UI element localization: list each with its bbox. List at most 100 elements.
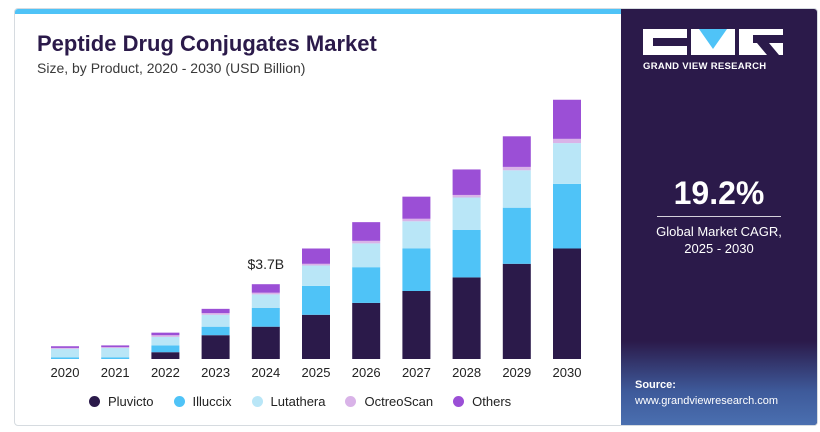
chart-card: Peptide Drug Conjugates Market Size, by … — [14, 8, 818, 426]
bar-illuccix-2028 — [452, 229, 481, 278]
brand-logo: GRAND VIEW RESEARCH — [643, 29, 793, 72]
x-tick-label-2025: 2025 — [302, 365, 331, 380]
bar-illuccix-2030 — [553, 183, 581, 249]
logo-mark-left — [643, 29, 687, 55]
bar-lutathera-2020 — [51, 348, 79, 358]
bar-illuccix-2024 — [251, 308, 280, 327]
bar-others-2029 — [502, 136, 531, 167]
bar-lutathera-2029 — [502, 170, 531, 208]
legend-label-octreoscan: OctreoScan — [364, 394, 434, 409]
x-tick-label-2029: 2029 — [502, 365, 531, 380]
accent-bar — [15, 9, 621, 14]
data-label-2024: $3.7B — [248, 256, 285, 272]
cagr-value: 19.2% — [673, 175, 765, 211]
bar-pluvicto-2024 — [251, 326, 280, 359]
bar-others-2027 — [402, 196, 431, 219]
bar-illuccix-2022 — [151, 345, 180, 353]
bar-lutathera-2027 — [402, 221, 431, 249]
source-url: www.grandviewresearch.com — [635, 395, 779, 407]
bar-pluvicto-2022 — [151, 352, 180, 359]
bar-chart: 2020 2021 2022 2023 2024 $3.7B 2025 2026 2027 202… — [51, 99, 582, 380]
bar-others-2028 — [452, 169, 481, 195]
legend-item-lutathera: Lutathera — [251, 394, 326, 409]
chart-subtitle: Size, by Product, 2020 - 2030 (USD Billi… — [37, 60, 306, 76]
cagr-divider — [657, 216, 781, 217]
bar-others-2022 — [151, 332, 180, 336]
legend-item-octreoscan: OctreoScan — [345, 394, 433, 409]
bar-pluvicto-2029 — [502, 263, 531, 359]
legend-item-illuccix: Illuccix — [173, 394, 232, 409]
bar-lutathera-2028 — [452, 197, 481, 230]
bar-others-2026 — [352, 222, 381, 241]
bar-octreoscan-2023 — [201, 313, 230, 315]
bar-illuccix-2029 — [502, 207, 531, 264]
x-tick-label-2030: 2030 — [553, 365, 582, 380]
source-block: Source: www.grandviewresearch.com — [635, 377, 778, 409]
bar-lutathera-2022 — [151, 336, 180, 346]
bar-others-2023 — [201, 308, 230, 314]
bar-pluvicto-2028 — [452, 277, 481, 359]
legend-item-others: Others — [453, 394, 511, 409]
legend-swatch-others — [453, 396, 465, 407]
legend-swatch-octreoscan — [345, 396, 357, 407]
bar-octreoscan-2024 — [251, 292, 280, 295]
bar-octreoscan-2021 — [101, 347, 130, 348]
bar-lutathera-2030 — [553, 143, 581, 184]
legend-label-illuccix: Illuccix — [192, 394, 232, 409]
bar-pluvicto-2027 — [402, 291, 431, 359]
x-tick-label-2024: 2024 — [251, 365, 280, 380]
logo-mark-right — [739, 29, 783, 55]
x-tick-label-2020: 2020 — [51, 365, 80, 380]
legend-swatch-lutathera — [251, 396, 263, 407]
x-tick-label-2022: 2022 — [151, 365, 180, 380]
bar-illuccix-2025 — [302, 285, 330, 315]
bar-others-2021 — [101, 345, 130, 348]
cagr-label-line1: Global Market CAGR, — [656, 224, 782, 239]
x-tick-label-2027: 2027 — [402, 365, 431, 380]
bar-lutathera-2023 — [201, 314, 230, 327]
cagr-label-line2: 2025 - 2030 — [684, 241, 754, 256]
logo-mark-middle — [691, 29, 735, 55]
x-tick-label-2026: 2026 — [352, 365, 381, 380]
bar-others-2024 — [251, 284, 280, 293]
bar-octreoscan-2030 — [553, 138, 581, 144]
source-title: Source: — [635, 379, 676, 391]
bar-others-2025 — [302, 248, 330, 264]
bar-illuccix-2021 — [101, 357, 130, 359]
x-tick-label-2023: 2023 — [201, 365, 230, 380]
sidebar-panel: GRAND VIEW RESEARCH 19.2% Global Market … — [621, 9, 817, 425]
bar-pluvicto-2025 — [302, 314, 330, 359]
legend-swatch-pluvicto — [89, 396, 100, 407]
bar-illuccix-2027 — [402, 248, 431, 291]
bar-octreoscan-2025 — [302, 263, 330, 266]
chart-legend: Pluvicto Illuccix Lutathera OctreoScan O… — [89, 394, 511, 409]
bar-illuccix-2023 — [201, 326, 230, 336]
legend-label-pluvicto: Pluvicto — [108, 394, 154, 409]
bar-pluvicto-2023 — [201, 335, 230, 359]
bar-octreoscan-2026 — [352, 240, 381, 244]
bar-pluvicto-2026 — [352, 302, 381, 359]
bar-lutathera-2024 — [251, 294, 280, 308]
bar-illuccix-2020 — [51, 357, 79, 359]
legend-label-others: Others — [472, 394, 512, 409]
bar-octreoscan-2020 — [51, 347, 79, 349]
legend-swatch-illuccix — [173, 396, 185, 407]
decorative-wave — [621, 341, 817, 425]
chart-title: Peptide Drug Conjugates Market — [37, 31, 377, 56]
x-tick-label-2028: 2028 — [452, 365, 481, 380]
cagr-label: Global Market CAGR, 2025 - 2030 — [621, 223, 817, 257]
brand-name: GRAND VIEW RESEARCH — [643, 61, 767, 72]
bar-lutathera-2025 — [302, 265, 330, 286]
bar-octreoscan-2029 — [502, 166, 531, 171]
logo-marks — [643, 29, 793, 55]
bar-pluvicto-2030 — [553, 248, 581, 359]
bar-illuccix-2026 — [352, 267, 381, 303]
bar-octreoscan-2028 — [452, 194, 481, 198]
legend-label-lutathera: Lutathera — [270, 394, 326, 409]
legend-item-pluvicto: Pluvicto — [89, 394, 154, 409]
bar-others-2020 — [51, 346, 79, 348]
bar-octreoscan-2022 — [151, 335, 180, 337]
x-tick-label-2021: 2021 — [101, 365, 130, 380]
bar-octreoscan-2027 — [402, 218, 431, 222]
bar-lutathera-2021 — [101, 347, 130, 358]
